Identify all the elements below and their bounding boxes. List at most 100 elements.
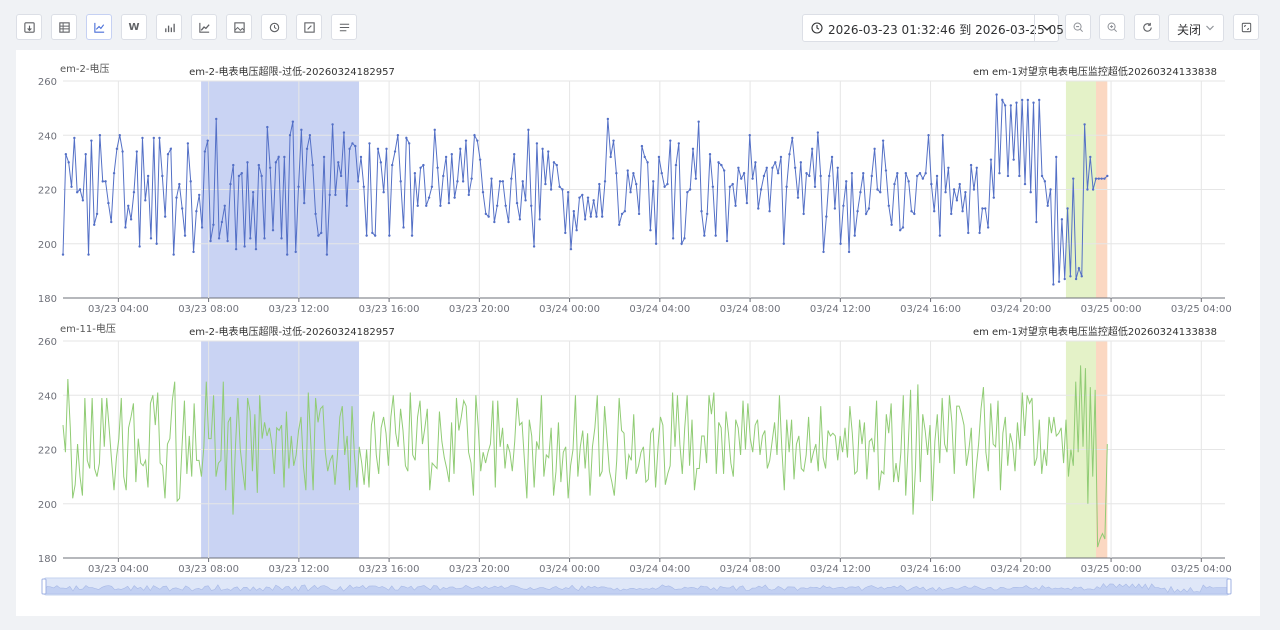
data-point (478, 158, 482, 161)
refresh-button[interactable] (1134, 14, 1160, 40)
data-point (1094, 177, 1098, 180)
bar-chart-button[interactable] (156, 14, 182, 40)
x-tick-label: 03/25 00:00 (1081, 564, 1142, 575)
data-point (382, 191, 385, 194)
line-chart-button[interactable] (86, 14, 112, 40)
w-button[interactable]: W (121, 14, 147, 40)
data-point (731, 182, 734, 186)
data-point (907, 180, 910, 183)
data-point (495, 204, 499, 207)
data-point (978, 231, 981, 235)
list-button[interactable] (331, 14, 357, 40)
data-point (1063, 277, 1066, 281)
image-button[interactable] (226, 14, 252, 40)
x-tick-label: 03/24 08:00 (720, 304, 781, 315)
date-range-picker[interactable]: 2026-03-23 01:32:46 到 2026-03-25 05:03 (802, 14, 1083, 42)
export-button[interactable] (16, 14, 42, 40)
data-point (776, 172, 780, 175)
annotation-label: em-2-电表电压超限-过低-20260324182957 (189, 65, 395, 78)
data-point (720, 163, 723, 167)
data-point (161, 174, 164, 178)
data-point (98, 134, 102, 137)
data-point (1089, 155, 1092, 159)
data-point (507, 220, 510, 224)
fullscreen-button[interactable] (1233, 14, 1259, 40)
data-point (87, 253, 90, 256)
data-point (799, 161, 803, 164)
data-point (1001, 98, 1004, 102)
data-point (842, 204, 845, 207)
table-icon (58, 21, 70, 33)
data-point (825, 215, 828, 218)
range-divider (1034, 15, 1035, 41)
data-point (328, 193, 331, 197)
data-point (552, 161, 556, 164)
data-point (771, 166, 774, 169)
data-point (314, 212, 317, 216)
data-point (189, 180, 192, 183)
auto-refresh-select[interactable]: 关闭 (1168, 14, 1224, 42)
slider-handle-left[interactable] (41, 578, 47, 595)
data-point (178, 182, 181, 186)
data-point (135, 150, 138, 153)
auto-refresh-value: 关闭 (1177, 23, 1202, 37)
trend-button[interactable] (191, 14, 217, 40)
data-point (930, 182, 933, 186)
data-point (1072, 177, 1075, 180)
data-point (918, 172, 922, 175)
data-point (703, 234, 706, 237)
data-point (952, 188, 956, 191)
data-point (155, 242, 158, 245)
data-point (728, 185, 732, 188)
data-point (95, 212, 99, 216)
data-point (1035, 220, 1038, 224)
data-point (232, 163, 235, 167)
w-icon: W (128, 21, 140, 33)
chevron-down-icon[interactable] (1041, 23, 1053, 33)
data-point (476, 139, 479, 142)
data-point (124, 226, 127, 229)
data-point (158, 136, 161, 140)
data-point (285, 253, 289, 256)
data-point (1060, 218, 1064, 221)
data-point (101, 180, 104, 183)
zoom-in-button[interactable] (1099, 14, 1125, 40)
data-point (209, 239, 212, 243)
picture-edit-button[interactable] (296, 14, 322, 40)
x-tick-label: 03/23 08:00 (178, 564, 239, 575)
data-point (615, 172, 618, 175)
data-point (515, 201, 519, 205)
data-point (152, 136, 156, 140)
data-point (955, 199, 959, 202)
slider-handle-right[interactable] (1226, 578, 1232, 595)
history-button[interactable] (261, 14, 287, 40)
data-point (1020, 98, 1024, 102)
data-point (833, 207, 837, 210)
data-point (271, 228, 275, 232)
data-point (200, 226, 204, 229)
y-tick-label: 180 (38, 294, 57, 305)
table-view-button[interactable] (51, 14, 77, 40)
data-point (337, 161, 340, 164)
data-point (1106, 174, 1109, 178)
data-point (518, 218, 522, 221)
data-point (274, 161, 278, 164)
data-point (1026, 98, 1030, 102)
data-zoom-slider[interactable] (41, 577, 1232, 596)
data-point (436, 166, 439, 169)
data-point (268, 166, 272, 169)
data-point (632, 172, 635, 175)
data-point (379, 161, 383, 164)
data-point (430, 185, 434, 188)
data-point (419, 166, 422, 169)
toolbar: W 2026-03-23 01:32:46 到 2026-03-25 05:03… (0, 0, 1280, 50)
data-point (810, 147, 814, 151)
data-point (141, 136, 144, 140)
zoom-out-button[interactable] (1065, 14, 1091, 40)
data-point (757, 207, 760, 210)
data-point (558, 185, 561, 188)
data-point (359, 155, 363, 159)
export-icon (23, 21, 35, 33)
data-point (592, 199, 595, 202)
list-icon (339, 23, 349, 31)
